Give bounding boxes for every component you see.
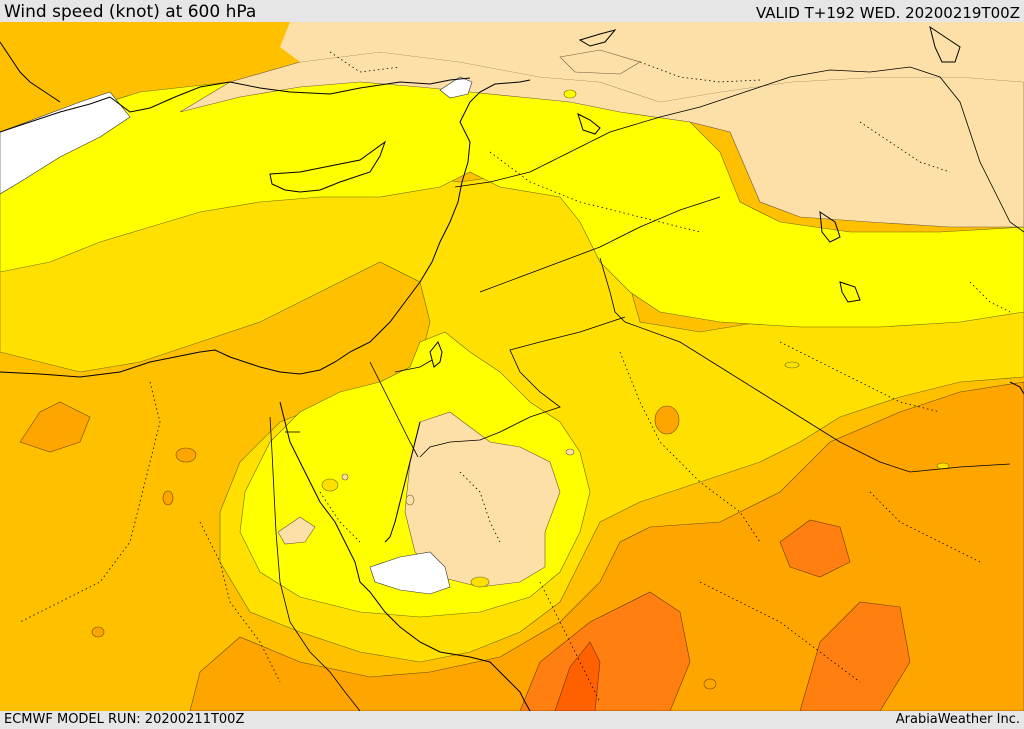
- map-canvas: [0, 22, 1024, 711]
- eddy-2: [175, 447, 197, 463]
- fill-calm-west: [0, 91, 131, 195]
- fill-very-strong-1: [519, 591, 691, 711]
- valid-time: VALID T+192 WED. 20200219T00Z: [755, 4, 1020, 22]
- eddy-6: [563, 89, 577, 99]
- eddy-11: [341, 473, 349, 481]
- coastlines: [0, 25, 1024, 711]
- eddy-9: [321, 478, 339, 492]
- credit-label: ArabiaWeather Inc.: [895, 712, 1020, 727]
- fill-strong-pocket-west: [19, 401, 91, 453]
- fill-very-light-north-top: [280, 22, 1024, 102]
- country-borders: [269, 66, 1024, 711]
- fill-very-strong-2: [799, 601, 911, 711]
- eddy-1: [654, 405, 680, 435]
- eddy-5: [703, 678, 717, 690]
- eddy-4: [91, 626, 105, 638]
- weather-map[interactable]: [0, 22, 1024, 711]
- model-run-label: ECMWF MODEL RUN: 20200211T00Z: [4, 712, 245, 727]
- fill-very-light-patch-2: [559, 49, 641, 75]
- eddy-7: [784, 361, 800, 369]
- eddy-10: [470, 576, 490, 588]
- eddy-13: [565, 448, 575, 456]
- eddy-12: [405, 494, 415, 506]
- footer-bar: ECMWF MODEL RUN: 20200211T00Z ArabiaWeat…: [0, 711, 1024, 729]
- fill-very-light-patch: [277, 516, 316, 545]
- title-bar: Wind speed (knot) at 600 hPa VALID T+192…: [0, 0, 1024, 22]
- fill-calm-sinai: [369, 551, 451, 595]
- map-title: Wind speed (knot) at 600 hPa: [4, 2, 257, 22]
- fill-gale-core: [554, 641, 601, 711]
- province-borders: [19, 51, 1011, 703]
- eddy-3: [162, 490, 174, 506]
- fill-strong-south: [189, 381, 1024, 711]
- fill-very-strong-3: [779, 519, 851, 578]
